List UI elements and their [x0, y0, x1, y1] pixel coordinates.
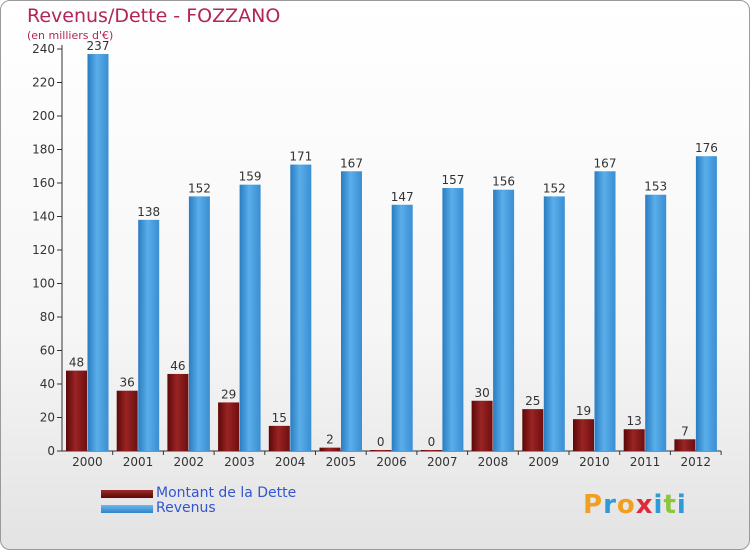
revenue-bar: [87, 54, 109, 452]
revenue-value-label: 159: [239, 170, 262, 184]
chart-title: Revenus/Dette - FOZZANO: [27, 5, 281, 27]
debt-value-label: 19: [576, 404, 591, 418]
debt-value-label: 13: [627, 414, 642, 428]
revenue-value-label: 176: [695, 141, 718, 155]
y-tick-label: 0: [47, 444, 55, 458]
debt-value-label: 46: [170, 359, 185, 373]
revenue-bar: [442, 188, 464, 451]
y-tick-label: 220: [32, 76, 55, 90]
revenue-value-label: 152: [188, 181, 211, 195]
y-axis-unit-label: (en milliers d'€): [27, 29, 114, 42]
revenue-bar: [493, 189, 515, 451]
revenue-bar: [138, 219, 160, 451]
revenue-value-label: 167: [594, 156, 617, 170]
debt-value-label: 15: [272, 411, 287, 425]
debt-value-label: 48: [69, 356, 84, 370]
logo-letter: t: [663, 490, 677, 520]
debt-bar: [674, 439, 696, 451]
x-tick-label: 2012: [680, 455, 711, 469]
revenue-bar: [543, 196, 565, 451]
x-tick-label: 2009: [528, 455, 559, 469]
revenue-value-label: 147: [391, 190, 414, 204]
logo-letter: i: [676, 490, 687, 520]
debt-bar: [471, 400, 493, 451]
y-tick-label: 180: [32, 143, 55, 157]
x-tick-label: 2003: [224, 455, 255, 469]
revenue-bar: [645, 194, 667, 451]
proxiti-logo: Proxiti: [583, 490, 687, 520]
debt-bar: [268, 425, 290, 451]
revenue-bar: [695, 156, 717, 451]
debt-value-label: 7: [681, 424, 689, 438]
debt-value-label: 0: [428, 435, 436, 449]
y-tick-label: 120: [32, 243, 55, 257]
legend-label-debt: Montant de la Dette: [156, 485, 297, 501]
revenue-bar: [290, 164, 312, 451]
debt-bar: [522, 409, 544, 451]
revenue-value-label: 138: [137, 205, 160, 219]
debt-value-label: 25: [525, 394, 540, 408]
x-tick-label: 2001: [123, 455, 154, 469]
x-tick-label: 2005: [326, 455, 357, 469]
y-tick-label: 60: [40, 344, 55, 358]
revenue-value-label: 153: [644, 180, 667, 194]
revenue-bar: [391, 204, 413, 451]
x-tick-label: 2004: [275, 455, 306, 469]
revenue-bar: [188, 196, 210, 451]
x-tick-label: 2008: [478, 455, 509, 469]
revenue-value-label: 167: [340, 156, 363, 170]
x-tick-label: 2006: [376, 455, 407, 469]
y-tick-label: 20: [40, 411, 55, 425]
debt-bar: [573, 419, 594, 451]
legend-swatch-debt: [101, 490, 153, 498]
y-tick-label: 40: [40, 377, 55, 391]
debt-value-label: 36: [120, 376, 135, 390]
legend-swatch-revenue: [101, 505, 153, 513]
debt-bar: [420, 450, 442, 451]
y-tick-label: 80: [40, 310, 55, 324]
revenue-bar: [341, 171, 362, 451]
revenue-value-label: 152: [543, 181, 566, 195]
revenue-bar: [239, 184, 261, 452]
debt-bar: [167, 373, 189, 451]
logo-letter: x: [635, 490, 654, 520]
revenue-value-label: 237: [87, 39, 110, 53]
x-tick-label: 2002: [173, 455, 204, 469]
debt-value-label: 29: [221, 387, 236, 401]
logo-letter: o: [616, 490, 636, 520]
debt-bar: [218, 402, 240, 451]
debt-value-label: 0: [377, 435, 385, 449]
debt-bar: [623, 429, 645, 451]
logo-letter: i: [653, 490, 664, 520]
debt-bar: [319, 447, 341, 451]
logo-letter: P: [583, 490, 604, 520]
y-tick-label: 240: [32, 42, 55, 56]
y-tick-label: 100: [32, 277, 55, 291]
revenue-value-label: 157: [441, 173, 464, 187]
debt-bar: [370, 450, 392, 451]
revenue-value-label: 156: [492, 175, 515, 189]
x-tick-label: 2000: [72, 455, 103, 469]
revenue-value-label: 171: [289, 150, 312, 164]
x-tick-label: 2011: [630, 455, 661, 469]
logo-letter: r: [603, 490, 617, 520]
debt-bar: [116, 390, 138, 451]
revenue-bar: [594, 171, 616, 451]
y-tick-label: 200: [32, 109, 55, 123]
x-tick-label: 2007: [427, 455, 458, 469]
legend-label-revenue: Revenus: [156, 500, 216, 516]
y-tick-label: 140: [32, 210, 55, 224]
debt-value-label: 2: [326, 433, 334, 447]
y-tick-label: 160: [32, 176, 55, 190]
debt-bar: [66, 370, 87, 451]
x-tick-label: 2010: [579, 455, 610, 469]
debt-value-label: 30: [474, 386, 489, 400]
